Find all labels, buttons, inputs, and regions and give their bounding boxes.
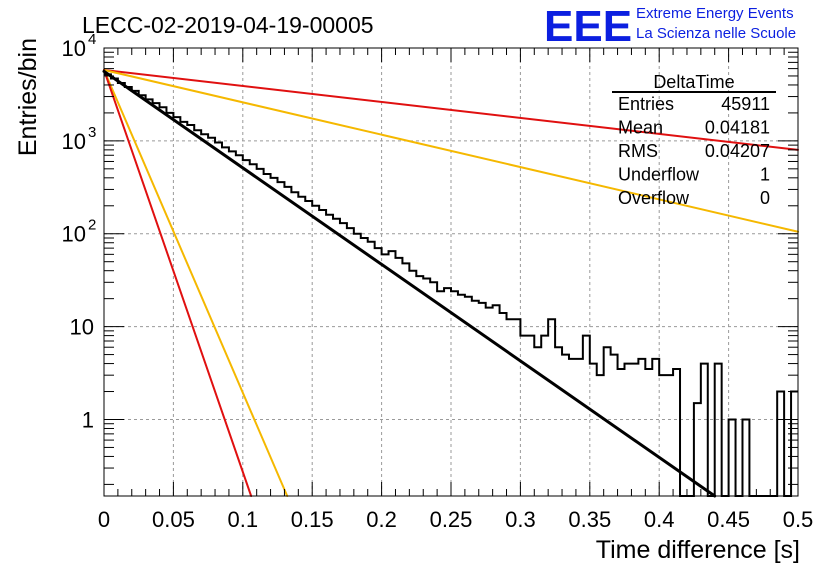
stats-label: Mean <box>618 118 663 138</box>
x-tick-label: 0.3 <box>505 507 536 532</box>
x-tick-label: 0.5 <box>783 507 814 532</box>
x-tick-label: 0.25 <box>430 507 473 532</box>
fit-line-main <box>102 69 717 498</box>
stats-label: Entries <box>618 94 674 114</box>
y-tick-label: 1 <box>82 407 94 432</box>
x-tick-label: 0 <box>98 507 110 532</box>
x-tick-label: 0.4 <box>644 507 675 532</box>
x-tick-label: 0.35 <box>568 507 611 532</box>
logo-line2: La Scienza nelle Scuole <box>636 25 796 42</box>
x-tick-label: 0.2 <box>366 507 397 532</box>
fit-line <box>103 68 799 233</box>
x-tick-label: 0.1 <box>228 507 259 532</box>
eee-logo: EEE Extreme Energy Events La Scienza nel… <box>544 2 796 51</box>
x-tick-labels: 0 0.05 0.1 0.15 0.2 0.25 0.3 0.35 0.4 0.45 0.5 <box>98 507 813 532</box>
fit-line <box>103 68 289 497</box>
stats-label: Underflow <box>618 165 700 185</box>
grid-lines <box>104 48 798 496</box>
histogram-step <box>104 73 798 497</box>
stats-value: 0 <box>760 188 770 208</box>
stats-value: 45911 <box>721 94 770 114</box>
axis-ticks <box>103 47 799 496</box>
fit-curves <box>102 68 799 498</box>
run-title: LECC-02-2019-04-19-00005 <box>82 12 374 38</box>
x-tick-label: 0.45 <box>707 507 750 532</box>
y-tick-exponent: 2 <box>88 217 96 234</box>
y-tick-label: 10 <box>70 315 94 340</box>
y-tick-label: 10 <box>62 36 86 61</box>
fit-line <box>103 68 253 497</box>
y-tick-label: 10 <box>62 222 86 247</box>
histogram <box>104 73 798 497</box>
stats-value: 1 <box>760 165 770 185</box>
stats-label: RMS <box>618 141 658 161</box>
y-axis-label: Entries/bin <box>14 38 42 156</box>
y-tick-exponent: 4 <box>88 31 96 48</box>
x-axis-label: Time difference [s] <box>596 536 800 564</box>
stats-rows: Entries 45911 Mean 0.04181 RMS 0.04207Underfl… <box>618 94 770 208</box>
stats-value: 0.04207 <box>705 141 770 161</box>
logo-letters: EEE <box>544 2 632 51</box>
stats-title: DeltaTime <box>653 72 734 92</box>
x-tick-label: 0.05 <box>152 507 195 532</box>
x-tick-label: 0.15 <box>291 507 334 532</box>
fit-line <box>103 68 799 151</box>
stats-value: 0.04181 <box>705 118 770 138</box>
y-tick-label: 10 <box>62 129 86 154</box>
y-tick-exponent: 3 <box>88 124 96 141</box>
stats-box: DeltaTime Entries 45911 Mean 0.04181 RMS 0.04… <box>612 72 776 208</box>
logo-line1: Extreme Energy Events <box>636 5 794 22</box>
stats-label: Overflow <box>618 188 690 208</box>
